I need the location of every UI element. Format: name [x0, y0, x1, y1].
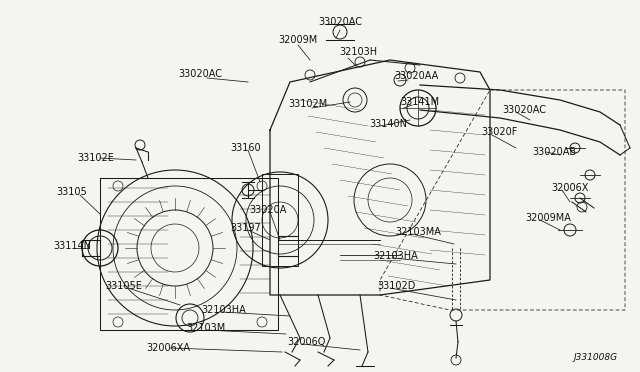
- Text: 33141M: 33141M: [401, 97, 440, 107]
- Text: 33020AC: 33020AC: [178, 69, 222, 79]
- Text: 32103HA: 32103HA: [374, 251, 419, 261]
- Text: 33140N: 33140N: [369, 119, 407, 129]
- Text: 33105E: 33105E: [106, 281, 143, 291]
- Text: 32009M: 32009M: [278, 35, 317, 45]
- Text: 33114N: 33114N: [53, 241, 91, 251]
- Text: 33020AB: 33020AB: [532, 147, 576, 157]
- Text: 33020A: 33020A: [250, 205, 287, 215]
- Text: 33160: 33160: [230, 143, 261, 153]
- Text: 32006X: 32006X: [551, 183, 589, 193]
- Text: 33020F: 33020F: [482, 127, 518, 137]
- Text: 32103H: 32103H: [339, 47, 377, 57]
- Text: 33197: 33197: [230, 223, 261, 233]
- Text: 32006XA: 32006XA: [146, 343, 190, 353]
- Text: 33105: 33105: [56, 187, 88, 197]
- Text: 33102D: 33102D: [377, 281, 415, 291]
- Text: 33102M: 33102M: [289, 99, 328, 109]
- Text: 32103HA: 32103HA: [202, 305, 246, 315]
- Text: 32009MA: 32009MA: [525, 213, 571, 223]
- Text: 32006Q: 32006Q: [287, 337, 325, 347]
- Text: 32103MA: 32103MA: [395, 227, 441, 237]
- Text: 33020AC: 33020AC: [502, 105, 546, 115]
- Text: 33020AA: 33020AA: [394, 71, 438, 81]
- Text: 33102E: 33102E: [77, 153, 115, 163]
- Text: 32103M: 32103M: [186, 323, 226, 333]
- Text: 33020AC: 33020AC: [318, 17, 362, 27]
- Text: J331008G: J331008G: [574, 353, 618, 362]
